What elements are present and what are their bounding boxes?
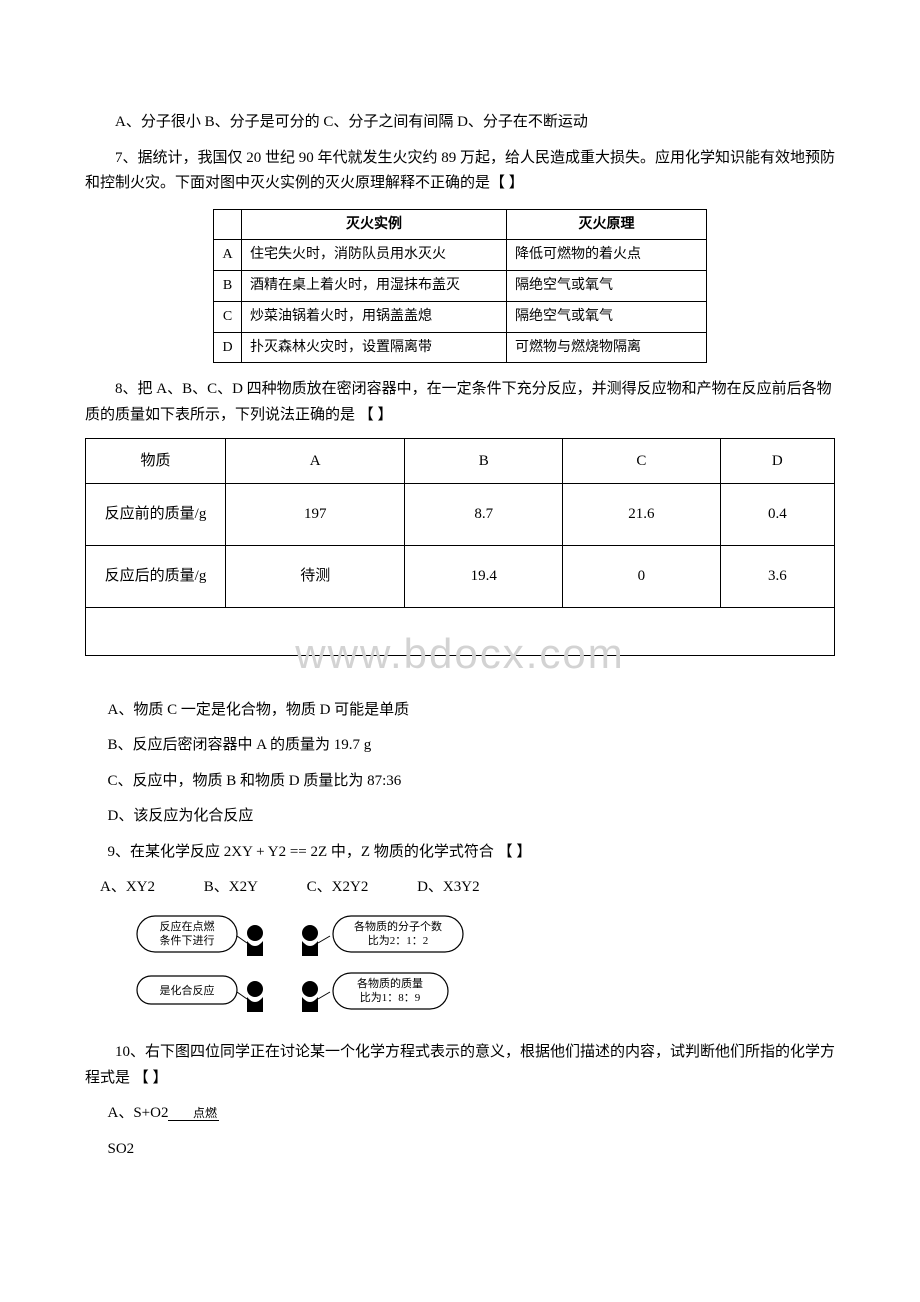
q7-r3-c1: 扑灭森林火灾时，设置隔离带: [242, 332, 507, 363]
diagram-box1-line2: 条件下进行: [160, 933, 215, 947]
q8-r1-c2: 8.7: [405, 484, 563, 546]
q7-r3-c0: D: [214, 332, 242, 363]
diagram-box3: 是化合反应: [160, 983, 215, 997]
q10-condition-icon: 点燃: [168, 1107, 219, 1121]
q8-r1-c1: 197: [226, 484, 405, 546]
q8-h3: C: [563, 439, 721, 484]
q7-r0-c1: 住宅失火时，消防队员用水灭火: [242, 240, 507, 271]
q10-optA-prefix: A、S+O2: [108, 1105, 169, 1121]
q7-text: 7、据统计，我国仅 20 世纪 90 年代就发生火灾约 89 万起，给人民造成重…: [85, 146, 835, 197]
q8-r1-c0: 反应前的质量/g: [86, 484, 226, 546]
q8-optD: D、该反应为化合反应: [85, 804, 835, 830]
q8-h4: D: [720, 439, 834, 484]
q8-text: 8、把 A、B、C、D 四种物质放在密闭容器中，在一定条件下充分反应，并测得反应…: [85, 377, 835, 428]
q9-optB: B、X2Y: [204, 879, 258, 895]
q7-r0-c0: A: [214, 240, 242, 271]
q7-r2-c2: 隔绝空气或氧气: [507, 301, 707, 332]
q7-r1-c1: 酒精在桌上着火时，用湿抹布盖灭: [242, 271, 507, 302]
q8-r2-c0: 反应后的质量/g: [86, 546, 226, 608]
diagram-box4-line2: 比为1：8：9: [360, 991, 421, 1004]
q8-optA: A、物质 C 一定是化合物，物质 D 可能是单质: [85, 698, 835, 724]
q7-r1-c0: B: [214, 271, 242, 302]
q8-r2-c2: 19.4: [405, 546, 563, 608]
q7-h1: 灭火实例: [242, 209, 507, 240]
q7-r2-c0: C: [214, 301, 242, 332]
diagram-box2-line2: 比为2：1：2: [368, 934, 429, 947]
q8-r2-c1: 待测: [226, 546, 405, 608]
q7-r1-c2: 隔绝空气或氧气: [507, 271, 707, 302]
q6-options: A、分子很小 B、分子是可分的 C、分子之间有间隔 D、分子在不断运动: [85, 110, 835, 136]
discussion-diagram: 反应在点燃 条件下进行 各物质的分子个数 比为2：1：2 是化合反应: [135, 911, 835, 1031]
q9-optA: A、XY2: [100, 879, 155, 895]
q9-optC: C、X2Y2: [307, 879, 369, 895]
diagram-box2-line1: 各物质的分子个数: [354, 919, 442, 933]
diagram-box4-line1: 各物质的质量: [357, 976, 423, 990]
q8-r2-c3: 0: [563, 546, 721, 608]
q8-empty-row: [86, 608, 835, 656]
q8-h0: 物质: [86, 439, 226, 484]
q8-h2: B: [405, 439, 563, 484]
diagram-box1-line1: 反应在点燃: [160, 919, 215, 933]
q7-h0: [214, 209, 242, 240]
q8-table: 物质 A B C D 反应前的质量/g 197 8.7 21.6 0.4 反应后…: [85, 438, 835, 656]
q9-optD: D、X3Y2: [417, 879, 480, 895]
q8-optC: C、反应中，物质 B 和物质 D 质量比为 87:36: [85, 769, 835, 795]
q7-r3-c2: 可燃物与燃烧物隔离: [507, 332, 707, 363]
q7-r0-c2: 降低可燃物的着火点: [507, 240, 707, 271]
q10-optA: A、S+O2点燃: [85, 1101, 835, 1127]
q10-condition-text: 点燃: [168, 1107, 219, 1121]
q8-optB: B、反应后密闭容器中 A 的质量为 19.7 g: [85, 733, 835, 759]
q10-text: 10、右下图四位同学正在讨论某一个化学方程式表示的意义，根据他们描述的内容，试判…: [85, 1040, 835, 1091]
q7-table: 灭火实例 灭火原理 A 住宅失火时，消防队员用水灭火 降低可燃物的着火点 B 酒…: [85, 209, 835, 364]
q9-text: 9、在某化学反应 2XY + Y2 == 2Z 中，Z 物质的化学式符合 【 】: [85, 840, 835, 866]
q8-h1: A: [226, 439, 405, 484]
q9-options: A、XY2 B、X2Y C、X2Y2 D、X3Y2: [85, 875, 835, 901]
q7-h2: 灭火原理: [507, 209, 707, 240]
q7-r2-c1: 炒菜油锅着火时，用锅盖盖熄: [242, 301, 507, 332]
q8-r1-c3: 21.6: [563, 484, 721, 546]
diagram-svg: 反应在点燃 条件下进行 各物质的分子个数 比为2：1：2 是化合反应: [135, 911, 475, 1021]
q10-so2: SO2: [85, 1137, 835, 1163]
q8-r2-c4: 3.6: [720, 546, 834, 608]
q8-r1-c4: 0.4: [720, 484, 834, 546]
